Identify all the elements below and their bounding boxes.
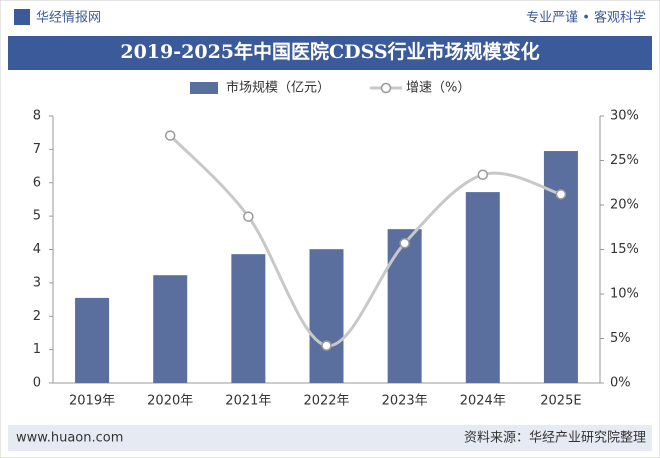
y-tick-label: 0 [33, 376, 41, 391]
bar [387, 229, 422, 383]
y-tick-label: 5 [33, 209, 41, 224]
source: 资料来源：华经产业研究院整理 [464, 431, 646, 446]
y2-tick-label: 20% [610, 198, 639, 213]
y2-tick-label: 30% [610, 109, 639, 124]
chart-title: 2019-2025年中国医院CDSS行业市场规模变化 [120, 40, 539, 63]
x-tick-label: 2023年 [382, 394, 428, 409]
bar [75, 297, 110, 383]
point [321, 340, 332, 351]
y-tick-label: 8 [33, 109, 41, 124]
bar [309, 249, 344, 383]
logo: 华经情报网 [36, 11, 101, 26]
y-tick-label: 2 [33, 309, 41, 324]
y2-tick-label: 10% [610, 287, 639, 302]
bar [231, 254, 266, 383]
bar [543, 151, 578, 383]
point [164, 130, 176, 141]
legend-label: 市场规模（亿元） [226, 80, 330, 96]
x-tick-label: 2020年 [147, 394, 193, 409]
bar [465, 192, 500, 383]
x-tick-label: 2021年 [225, 394, 271, 409]
x-tick-label: 2024年 [460, 394, 506, 409]
y2-tick-label: 15% [610, 242, 639, 257]
y-tick-label: 1 [33, 342, 41, 357]
point [555, 189, 567, 200]
website: www.huaon.com [16, 431, 123, 446]
legend-swatch [190, 82, 218, 94]
y-tick-label: 4 [33, 242, 41, 257]
y2-tick-label: 25% [610, 153, 639, 168]
slogan: 专业严谨 • 客观科学 [526, 10, 646, 26]
y2-tick-label: 5% [610, 331, 631, 346]
y-tick-label: 6 [33, 175, 41, 190]
x-tick-label: 2019年 [69, 394, 115, 409]
legend-swatch [380, 82, 392, 94]
legend-label: 增速（%） [406, 81, 470, 96]
y-tick-label: 3 [33, 275, 41, 290]
x-tick-label: 2022年 [303, 394, 349, 409]
title-bar [8, 36, 652, 70]
point [243, 211, 254, 222]
bar [153, 275, 188, 383]
y2-tick-label: 0% [610, 376, 631, 391]
point [399, 238, 410, 249]
point [477, 169, 489, 180]
x-tick-label: 2025E [540, 394, 581, 409]
footer-bar [8, 425, 652, 451]
y-tick-label: 7 [33, 142, 41, 157]
logo-icon [14, 9, 30, 25]
